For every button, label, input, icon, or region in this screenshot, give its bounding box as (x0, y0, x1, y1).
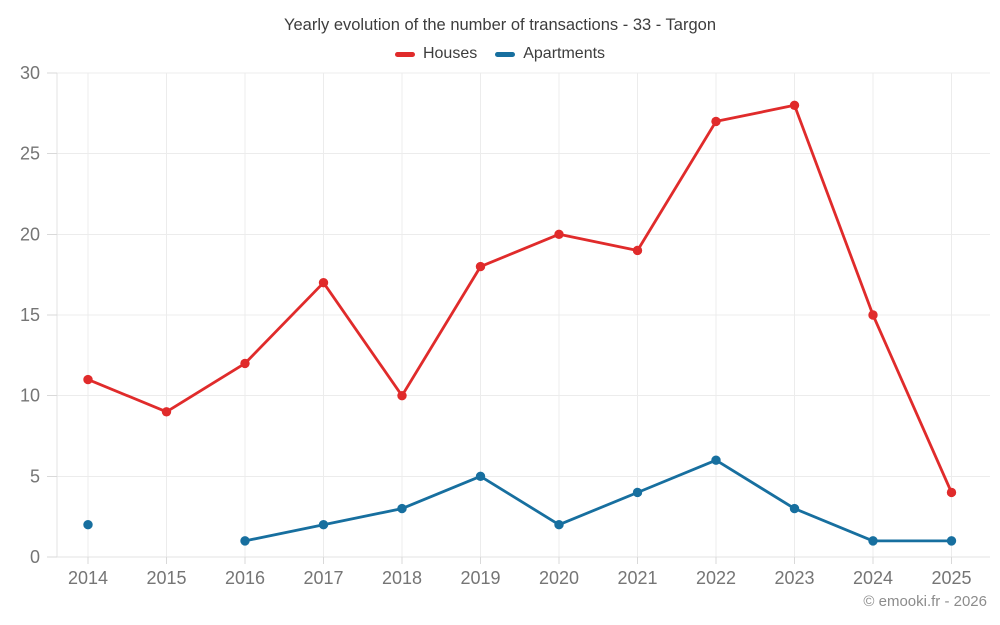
houses-point-2021[interactable] (632, 245, 643, 256)
y-tick-label: 5 (30, 466, 40, 486)
apartments-point-2022[interactable] (711, 455, 721, 465)
legend-label-houses: Houses (422, 45, 478, 62)
x-tick-label: 2014 (68, 568, 108, 588)
houses-point-2016[interactable] (240, 358, 250, 369)
series-apartments (83, 455, 957, 546)
apartments-point-2024[interactable] (868, 536, 878, 546)
legend-item-houses[interactable]: Houses (394, 45, 478, 63)
apartments-series-swatch-icon (495, 51, 516, 57)
gridlines (57, 72, 990, 558)
legend-label-apartments: Apartments (523, 45, 606, 62)
x-tick-label: 2021 (617, 568, 657, 588)
x-tick-label: 2020 (539, 568, 579, 588)
x-tick-label: 2022 (696, 568, 736, 588)
houses-point-2015[interactable] (161, 407, 172, 417)
houses-point-2023[interactable] (789, 100, 800, 110)
houses-line (86, 103, 953, 494)
houses-point-2022[interactable] (711, 116, 721, 127)
y-tick-label: 0 (30, 547, 40, 567)
x-tick-label: 2015 (146, 568, 186, 588)
houses-point-2018[interactable] (397, 390, 407, 401)
apartments-point-2016[interactable] (240, 536, 250, 546)
y-tick-label: 10 (20, 386, 40, 406)
houses-point-2014[interactable] (83, 374, 93, 385)
y-tick-label: 20 (20, 224, 40, 244)
x-tick-label: 2019 (460, 568, 500, 588)
x-tick-label: 2018 (382, 568, 422, 588)
chart-title: Yearly evolution of the number of transa… (283, 16, 716, 34)
series-houses (83, 100, 957, 498)
apartments-point-2018[interactable] (397, 503, 407, 514)
x-tick-label: 2017 (303, 568, 343, 588)
houses-point-2017[interactable] (318, 278, 329, 288)
houses-point-2019[interactable] (475, 261, 486, 272)
apartments-point-2021[interactable] (632, 487, 643, 498)
x-tick-label: 2024 (853, 568, 893, 588)
chart-legend: Houses Apartments (0, 45, 1000, 63)
y-tick-label: 25 (20, 144, 40, 164)
houses-point-2025[interactable] (946, 487, 957, 498)
legend-item-apartments[interactable]: Apartments (495, 45, 605, 63)
apartments-point-2017[interactable] (318, 520, 329, 530)
houses-point-2024[interactable] (868, 310, 878, 320)
x-tick-label: 2023 (774, 568, 814, 588)
houses-series-swatch-icon (394, 51, 415, 57)
apartments-point-2019[interactable] (475, 471, 486, 482)
apartments-line (243, 458, 953, 543)
houses-point-2020[interactable] (554, 229, 564, 240)
x-tick-label: 2025 (931, 568, 971, 588)
copyright-credit: © emooki.fr - 2026 (863, 593, 987, 610)
apartments-point-2014[interactable] (83, 520, 93, 530)
apartments-point-2023[interactable] (789, 503, 800, 514)
apartments-point-2020[interactable] (554, 520, 564, 530)
axes (47, 72, 990, 564)
apartments-point-2025[interactable] (946, 536, 957, 546)
x-tick-label: 2016 (225, 568, 265, 588)
y-tick-label: 30 (20, 63, 40, 83)
y-tick-label: 15 (20, 305, 40, 325)
